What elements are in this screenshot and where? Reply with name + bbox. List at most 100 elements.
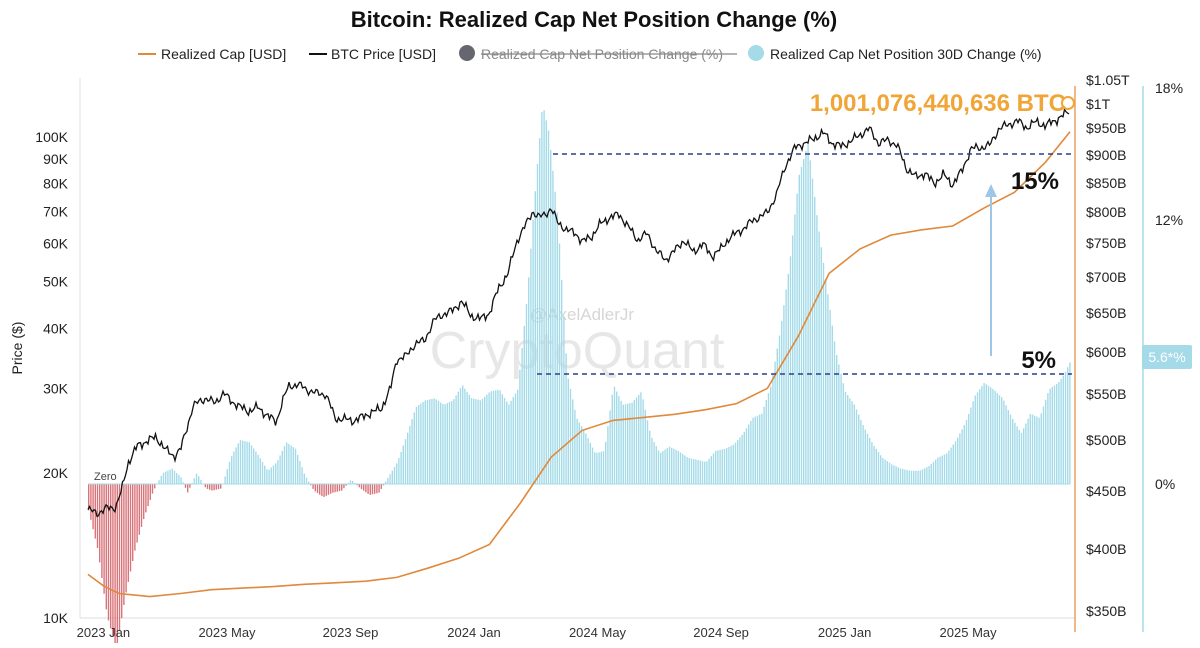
net-position-bar (420, 403, 422, 484)
net-position-bar (924, 468, 926, 484)
net-position-bar (231, 455, 233, 484)
net-position-bar (994, 390, 996, 484)
net-position-bar (409, 425, 411, 484)
net-position-bar (512, 397, 514, 484)
net-position-bar (908, 470, 910, 484)
net-position-bar (374, 484, 376, 494)
legend-item-btc-price[interactable]: BTC Price [USD] (309, 46, 436, 62)
net-position-bar (528, 277, 530, 484)
net-position-bar (880, 455, 882, 484)
net-position-bar (486, 394, 488, 484)
net-position-bar (609, 410, 611, 484)
net-position-bar (847, 395, 849, 484)
net-position-bar (411, 419, 413, 484)
net-position-bar (189, 484, 191, 488)
net-position-bar (961, 429, 963, 484)
cap-tick-label: $900B (1086, 147, 1126, 163)
legend-item-net-position-change[interactable]: Realized Cap Net Position Change (%) (459, 45, 737, 62)
net-position-bar (968, 413, 970, 484)
net-position-bar (112, 484, 114, 637)
net-position-bar (360, 484, 363, 490)
net-position-bar (1042, 406, 1045, 484)
net-position-bar (413, 412, 415, 484)
net-position-bar (1012, 419, 1014, 484)
net-position-bar (468, 394, 470, 484)
net-position-bar (767, 393, 770, 484)
net-position-bar (983, 383, 985, 484)
net-position-bar (290, 445, 292, 484)
net-position-bar (508, 404, 510, 484)
x-tick-label: 2024 Jan (447, 625, 501, 640)
net-position-bar (323, 484, 325, 497)
net-position-bar (558, 243, 561, 484)
legend-item-net-position-30d[interactable]: Realized Cap Net Position 30D Change (%) (748, 45, 1042, 62)
net-position-bar (495, 390, 497, 484)
net-position-bar (567, 378, 569, 484)
net-position-bar (226, 469, 228, 484)
net-position-bar (297, 454, 299, 484)
net-position-bar (750, 420, 752, 484)
net-position-bar (946, 453, 948, 484)
net-position-bar (745, 428, 748, 484)
net-position-bar (596, 452, 598, 484)
net-position-bar (836, 355, 838, 484)
net-position-bar (396, 463, 398, 484)
net-position-bar (277, 460, 279, 484)
net-position-bar (816, 215, 818, 484)
net-position-bar (688, 458, 690, 484)
net-position-bar (407, 432, 409, 484)
net-position-bar (917, 470, 919, 484)
net-position-bar (653, 442, 655, 484)
net-position-bar (756, 415, 759, 484)
y-left-tick-label: 50K (43, 274, 69, 290)
net-position-bar (679, 452, 682, 484)
net-position-bar (358, 484, 360, 488)
net-position-bar (772, 374, 774, 484)
net-position-bar (598, 452, 600, 484)
net-position-bar (990, 387, 992, 484)
net-position-bar (787, 273, 789, 484)
net-position-bar (646, 420, 649, 484)
net-position-bar (1051, 387, 1053, 484)
net-position-bar (1009, 414, 1012, 484)
net-position-bar (385, 481, 387, 484)
series-lines (87, 107, 1071, 598)
net-position-bar (1047, 393, 1049, 484)
legend-item-realized-cap[interactable]: Realized Cap [USD] (138, 46, 286, 62)
net-position-bar (169, 469, 171, 484)
net-position-bar (957, 437, 959, 484)
net-position-bar (954, 441, 957, 484)
net-position-bar (622, 404, 624, 484)
y-left-tick-label: 30K (43, 380, 69, 396)
net-position-bar (149, 484, 151, 500)
net-position-bar (101, 484, 103, 578)
x-tick-label: 2024 May (569, 625, 627, 640)
axes: 10K 20K 30K 40K 50K 60K 70K 80K 90K 100K $1.05T $1T… (35, 72, 1183, 640)
net-position-bar (631, 402, 633, 484)
net-position-bar (380, 484, 382, 489)
net-position-bar (932, 461, 935, 484)
net-position-bar (943, 454, 946, 484)
net-position-bar (250, 445, 253, 484)
net-position-bar (833, 341, 836, 484)
net-position-bar (220, 484, 222, 489)
net-position-bar (904, 469, 906, 484)
net-position-bar (1056, 384, 1058, 484)
net-position-bar (853, 404, 855, 484)
net-position-bar (233, 451, 235, 484)
net-position-bar (521, 347, 523, 484)
net-position-bar (926, 467, 928, 484)
net-position-bar (336, 484, 338, 492)
cap-tick-label: $950B (1086, 120, 1126, 136)
net-position-bar (151, 484, 154, 494)
net-position-bar (785, 289, 787, 484)
pct-tick-label: 18% (1155, 80, 1183, 96)
net-position-bar (693, 459, 695, 484)
net-position-bar (668, 446, 671, 484)
net-position-bar (673, 448, 675, 484)
net-position-bar (765, 400, 767, 484)
net-position-bar (605, 441, 607, 484)
net-position-bar (1067, 367, 1069, 484)
net-position-bar (554, 191, 556, 484)
net-position-bar (649, 430, 651, 484)
